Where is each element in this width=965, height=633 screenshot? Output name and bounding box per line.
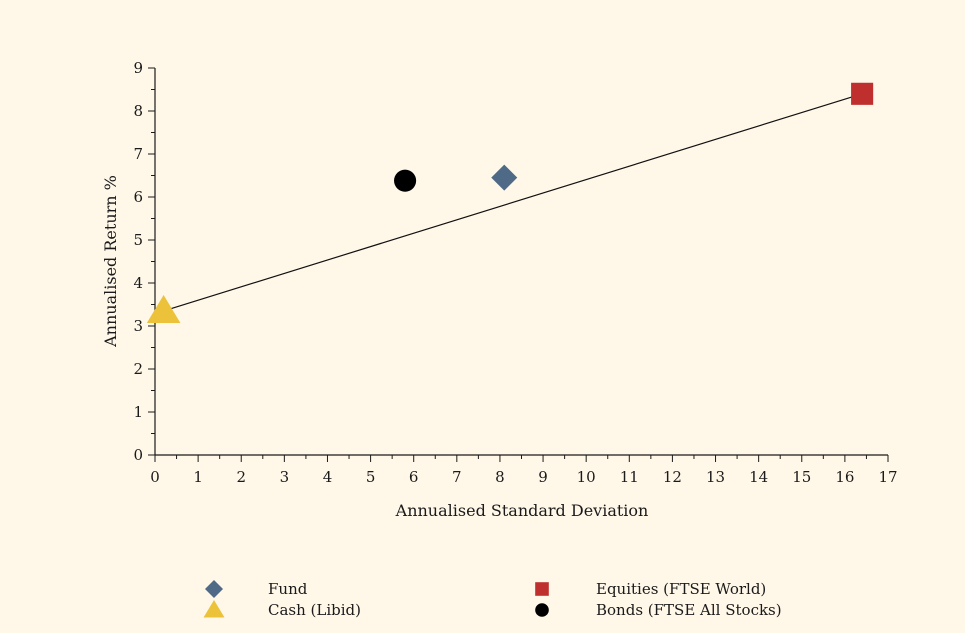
x-tick-label: 11: [620, 468, 639, 486]
x-tick-label: 14: [749, 468, 768, 486]
x-tick-label: 12: [663, 468, 682, 486]
y-tick-label: 3: [133, 317, 143, 335]
legend-label-bonds-ftse-all-stocks: Bonds (FTSE All Stocks): [596, 601, 782, 619]
chart-axes: [154, 68, 888, 456]
y-tick-label: 5: [133, 231, 143, 249]
x-tick-label: 13: [706, 468, 725, 486]
x-axis-title: Annualised Standard Deviation: [395, 501, 649, 520]
x-tick-label: 1: [193, 468, 203, 486]
legend-label-fund: Fund: [268, 580, 308, 598]
trend-line: [163, 93, 863, 312]
legend-label-cash-libid: Cash (Libid): [268, 601, 361, 619]
legend-marker-equities-ftse-world: [535, 582, 549, 596]
x-tick-label: 9: [538, 468, 548, 486]
x-tick-label: 6: [409, 468, 419, 486]
legend-marker-fund: [205, 580, 223, 598]
trend-line-group: [163, 93, 863, 312]
x-tick-label: 8: [495, 468, 505, 486]
point-equities-ftse-world: [851, 82, 874, 105]
y-tick-label: 9: [133, 59, 143, 77]
y-tick-label: 4: [133, 274, 143, 292]
y-tick-label: 7: [133, 145, 143, 163]
x-tick-label: 4: [323, 468, 333, 486]
x-tick-label: 15: [792, 468, 811, 486]
x-tick-label: 2: [236, 468, 246, 486]
x-tick-label: 5: [366, 468, 376, 486]
legend-marker-bonds-ftse-all-stocks: [535, 603, 549, 617]
point-cash-libid: [146, 294, 181, 323]
y-tick-label: 8: [133, 102, 143, 120]
data-points: [146, 82, 874, 323]
y-tick-label: 6: [133, 188, 143, 206]
y-axis-title: Annualised Return %: [101, 175, 120, 348]
x-tick-label: 16: [835, 468, 854, 486]
y-tick-label: 2: [133, 360, 143, 378]
x-tick-label: 17: [878, 468, 897, 486]
legend-marker-cash-libid: [203, 600, 225, 618]
x-tick-label: 3: [280, 468, 290, 486]
x-tick-label: 10: [577, 468, 596, 486]
y-tick-label: 1: [133, 403, 143, 421]
x-tick-label: 7: [452, 468, 462, 486]
y-tick-label: 0: [133, 446, 143, 464]
x-tick-label: 0: [150, 468, 160, 486]
legend-label-equities-ftse-world: Equities (FTSE World): [596, 580, 766, 598]
point-fund: [491, 164, 518, 191]
point-bonds-ftse-all-stocks: [394, 169, 417, 192]
legend: Fund Cash (Libid) Equities (FTSE World) Bon…: [203, 580, 782, 619]
